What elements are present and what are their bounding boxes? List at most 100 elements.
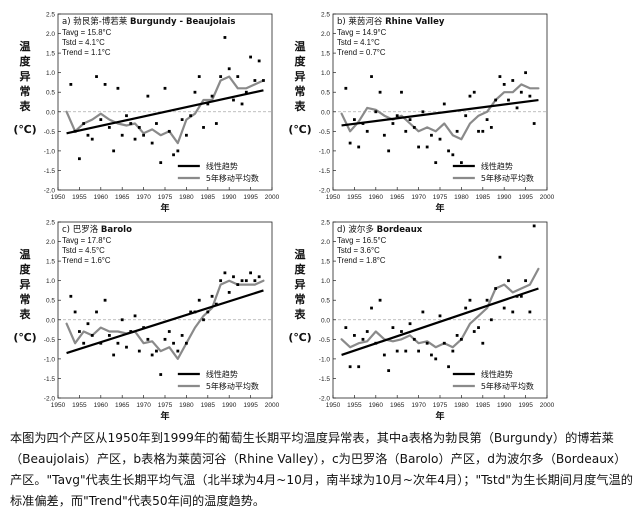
data-point	[244, 279, 248, 283]
y-tick-label: 1.5	[321, 259, 330, 266]
data-point	[150, 353, 154, 357]
y-tick-label: -1.5	[319, 376, 331, 383]
data-point	[69, 294, 73, 298]
data-point	[524, 279, 527, 283]
x-axis-label: 年	[435, 202, 444, 214]
data-point	[189, 310, 193, 314]
data-point	[365, 330, 369, 333]
chart-panel-2: -2.0 -1.5 -1.0 -0.5 0.0 0.5 1.0 1.5 2.0 2.5 1950 19…	[288, 12, 554, 215]
x-tick-label: 1975	[158, 402, 173, 409]
data-point	[430, 133, 433, 137]
y-tick-label: 2.5	[321, 12, 330, 19]
data-point	[524, 71, 527, 75]
y-tick-label: 0.0	[46, 109, 55, 116]
x-tick-label: 1960	[369, 194, 384, 201]
y-axis-label-char: 表	[19, 307, 32, 321]
data-point	[425, 341, 429, 345]
x-tick-label: 1970	[411, 194, 426, 201]
data-point	[528, 310, 532, 314]
legend-label-moving-average: 5年移动平均数	[206, 173, 259, 183]
y-tick-label: 2.5	[321, 220, 330, 227]
data-point	[378, 90, 382, 94]
data-point	[374, 341, 378, 345]
data-point	[421, 310, 425, 314]
data-point	[197, 298, 201, 302]
moving-average-line	[340, 83, 540, 141]
y-axis-label-char: 常	[20, 84, 31, 98]
data-point	[507, 98, 510, 102]
data-point	[95, 310, 98, 314]
data-point	[90, 137, 94, 141]
data-point	[387, 149, 391, 153]
stat-line: Tstd = 4.1°C	[337, 38, 380, 47]
data-point	[412, 126, 416, 129]
chart-panel-4: -2.0 -1.5 -1.0 -0.5 0.0 0.5 1.0 1.5 2.0 2.5 1950 19…	[288, 220, 554, 423]
data-point	[481, 129, 485, 133]
data-point	[159, 161, 163, 165]
data-point	[244, 90, 248, 94]
y-tick-label: 2.5	[46, 12, 55, 19]
data-point	[78, 330, 81, 333]
y-tick-label: 0.5	[46, 90, 55, 97]
data-point	[210, 94, 214, 98]
data-point	[451, 153, 455, 157]
data-point	[180, 334, 184, 337]
data-point	[494, 98, 498, 102]
data-point	[180, 118, 184, 121]
data-point	[227, 291, 231, 294]
data-point	[519, 294, 523, 298]
data-point	[447, 365, 450, 369]
x-axis-label: 年	[160, 410, 169, 422]
y-tick-label: -2.0	[319, 188, 331, 195]
stat-line: Trend = 1.1°C	[62, 48, 111, 57]
x-tick-label: 1955	[72, 402, 87, 409]
data-point	[155, 349, 158, 353]
trend-line	[66, 89, 264, 135]
data-point	[498, 255, 502, 259]
data-point	[382, 133, 386, 137]
stat-line: Trend = 0.7°C	[337, 48, 386, 57]
data-point	[159, 373, 163, 376]
data-point	[99, 118, 103, 121]
x-tick-label: 1985	[201, 402, 216, 409]
y-tick-label: 1.0	[46, 278, 55, 285]
data-point	[172, 341, 175, 345]
data-point	[249, 55, 252, 59]
x-tick-label: 1990	[222, 402, 237, 409]
y-tick-label: 0.0	[321, 109, 330, 116]
data-point	[507, 279, 510, 283]
data-point	[219, 75, 223, 78]
y-tick-label: -2.0	[44, 396, 56, 403]
y-axis-label-char: 温	[20, 39, 31, 53]
y-tick-label: -1.5	[319, 168, 331, 175]
stat-line: Tavg = 17.8°C	[62, 236, 112, 245]
x-tick-label: 1980	[179, 194, 194, 201]
data-point	[253, 279, 257, 283]
data-point	[528, 94, 532, 98]
x-tick-label: 1990	[497, 194, 512, 201]
y-tick-label: 1.5	[321, 51, 330, 58]
y-tick-label: 1.0	[321, 70, 330, 77]
data-point	[370, 75, 373, 78]
y-tick-label: 1.5	[46, 51, 55, 58]
data-point	[167, 330, 171, 333]
chart-panel-3: -2.0 -1.5 -1.0 -0.5 0.0 0.5 1.0 1.5 2.0 2.5 1950 19…	[13, 220, 279, 423]
data-point	[425, 145, 429, 149]
data-point	[133, 137, 137, 141]
y-tick-label: 1.0	[46, 70, 55, 77]
y-tick-label: -1.0	[319, 356, 331, 363]
y-axis-label-char: 表	[19, 99, 32, 113]
y-axis-label-char: 表	[294, 307, 307, 321]
y-tick-label: 1.0	[321, 278, 330, 285]
chart-grid: -2.0 -1.5 -1.0 -0.5 0.0 0.5 1.0 1.5 2.0 2.5 1950 19…	[13, 12, 554, 423]
data-point	[120, 318, 124, 322]
legend-label-moving-average: 5年移动平均数	[481, 173, 534, 183]
trend-line	[341, 98, 539, 127]
data-point	[214, 122, 218, 125]
data-point	[73, 129, 77, 133]
data-point	[90, 334, 94, 337]
y-tick-label: 1.5	[46, 259, 55, 266]
y-axis-label-char: 度	[20, 54, 32, 68]
stat-line: Tavg = 15.8°C	[62, 28, 112, 37]
legend-label-trend: 线性趋势	[206, 369, 238, 379]
